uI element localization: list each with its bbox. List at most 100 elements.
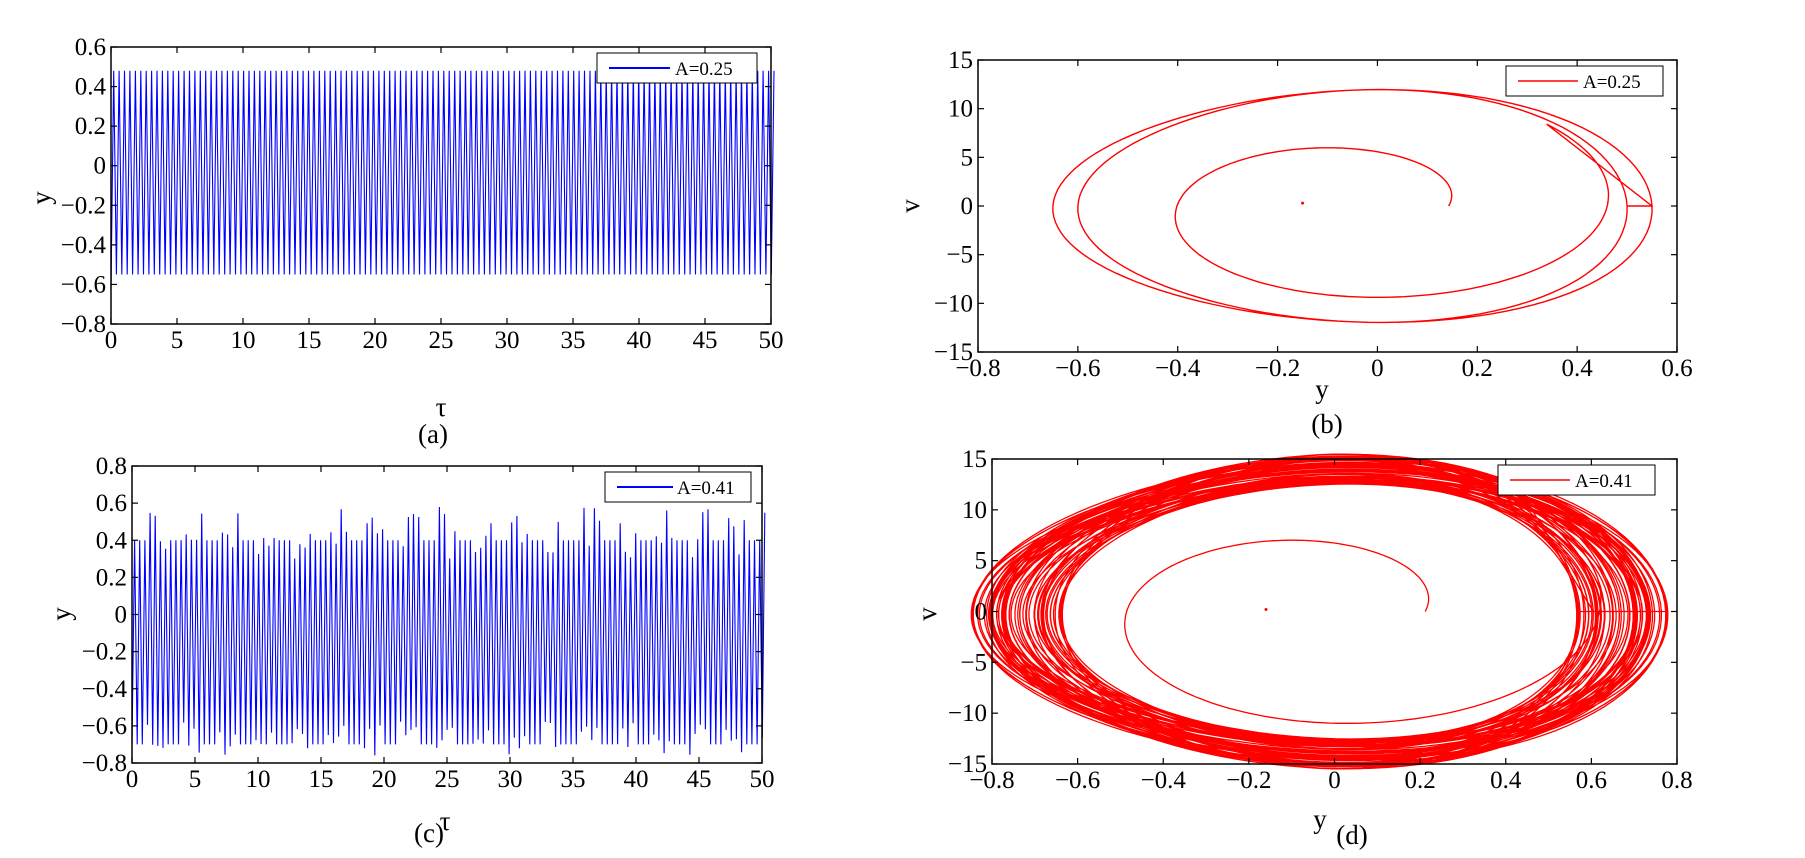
x-tick-label: 45 xyxy=(687,766,712,793)
x-tick-label: −0.6 xyxy=(1055,355,1100,382)
y-tick-label: 15 xyxy=(948,47,973,74)
panel-c-caption: (c) xyxy=(414,818,444,848)
y-tick-label: 0.4 xyxy=(96,527,128,554)
panel-a-y-ticks: −0.8 −0.6 −0.4 −0.2 0 0.2 0.4 0.6 xyxy=(61,34,771,338)
x-tick-label: 35 xyxy=(561,766,586,793)
y-tick-label: −5 xyxy=(946,242,973,269)
x-tick-label: 0.8 xyxy=(1661,767,1692,794)
panel-d-caption: (d) xyxy=(1336,820,1367,850)
panel-a-legend: A=0.25 xyxy=(596,52,758,84)
y-tick-label: −0.4 xyxy=(82,676,128,703)
panel-b-y-ticks: −15 −10 −5 0 5 10 15 xyxy=(934,47,1677,366)
panel-d-legend-label: A=0.41 xyxy=(1575,471,1633,492)
panel-b-phase-portrait: −0.8 −0.6 −0.4 −0.2 0 0.2 0.4 0.6 −15 −10 −5 0 5 10 1… xyxy=(895,47,1693,439)
panel-a-ylabel: y xyxy=(26,191,56,205)
panel-b-axes-box xyxy=(977,59,1678,353)
panel-b-x-ticks: −0.8 −0.6 −0.4 −0.2 0 0.2 0.4 0.6 xyxy=(955,60,1693,382)
panel-c-legend: A=0.41 xyxy=(604,471,752,503)
x-tick-label: −0.6 xyxy=(1055,767,1100,794)
panel-b-legend: A=0.25 xyxy=(1505,65,1664,97)
x-tick-label: −0.8 xyxy=(955,355,1000,382)
x-tick-label: 30 xyxy=(498,766,523,793)
x-tick-label: 0 xyxy=(126,766,139,793)
y-tick-label: 0 xyxy=(961,193,974,220)
x-tick-label: 15 xyxy=(309,766,334,793)
y-tick-label: 0.6 xyxy=(96,490,127,517)
panel-a-series-line xyxy=(110,70,775,289)
y-tick-label: −0.4 xyxy=(61,232,107,259)
y-tick-label: 15 xyxy=(962,446,987,473)
x-tick-label: 10 xyxy=(246,766,271,793)
x-tick-label: 40 xyxy=(624,766,649,793)
y-tick-label: −0.6 xyxy=(61,271,106,298)
x-tick-label: 30 xyxy=(495,327,520,354)
y-tick-label: −10 xyxy=(948,700,987,727)
x-tick-label: −0.4 xyxy=(1155,355,1201,382)
x-tick-label: 0 xyxy=(1328,767,1341,794)
y-tick-label: −0.8 xyxy=(82,750,127,777)
x-tick-label: 0.2 xyxy=(1462,355,1493,382)
y-tick-label: 0 xyxy=(94,153,107,180)
trajectory-A=0.41 xyxy=(970,453,1669,770)
series-line-A=0.41 xyxy=(131,506,766,756)
y-tick-label: 10 xyxy=(948,96,973,123)
y-tick-label: 0.2 xyxy=(75,113,106,140)
x-tick-label: 0.4 xyxy=(1490,767,1522,794)
panel-c-ylabel: y xyxy=(46,607,76,621)
panel-b-caption: (b) xyxy=(1311,409,1342,439)
trajectory-start xyxy=(1264,607,1268,611)
x-tick-label: 25 xyxy=(435,766,460,793)
x-tick-label: 0.6 xyxy=(1661,355,1692,382)
x-tick-label: 25 xyxy=(429,327,454,354)
panel-a-caption: (a) xyxy=(418,419,448,449)
x-tick-label: 50 xyxy=(759,327,784,354)
y-tick-label: −15 xyxy=(948,751,987,778)
y-tick-label: −0.8 xyxy=(61,311,106,338)
panel-d-x-ticks: −0.8 −0.6 −0.4 −0.2 0 0.2 0.4 0.6 0.8 xyxy=(969,459,1693,794)
y-tick-label: 0.2 xyxy=(96,564,127,591)
panel-b-legend-label: A=0.25 xyxy=(1583,72,1641,93)
y-tick-label: 0.4 xyxy=(75,74,107,101)
x-tick-label: 0.6 xyxy=(1576,767,1607,794)
y-tick-label: 5 xyxy=(961,144,974,171)
x-tick-label: 5 xyxy=(171,327,184,354)
y-tick-label: −0.6 xyxy=(82,713,127,740)
panel-d-trajectory xyxy=(970,453,1669,770)
x-tick-label: 35 xyxy=(561,327,586,354)
x-tick-label: −0.2 xyxy=(1226,767,1271,794)
panel-d-phase-portrait: −0.8 −0.6 −0.4 −0.2 0 0.2 0.4 0.6 0.8 −15 −10 −5 0 5… xyxy=(912,446,1693,850)
x-tick-label: −0.8 xyxy=(969,767,1014,794)
x-tick-label: 0 xyxy=(105,327,118,354)
x-tick-label: 45 xyxy=(693,327,718,354)
y-tick-label: 0.6 xyxy=(75,34,106,61)
x-tick-label: 15 xyxy=(297,327,322,354)
y-tick-label: −15 xyxy=(934,339,973,366)
x-tick-label: 40 xyxy=(627,327,652,354)
y-tick-label: −10 xyxy=(934,290,973,317)
series-line-A=0.25 xyxy=(110,70,775,289)
panel-d-y-ticks: −15 −10 −5 0 5 10 15 xyxy=(948,446,1677,778)
x-tick-label: 0.4 xyxy=(1562,355,1594,382)
y-tick-label: 0 xyxy=(975,599,988,626)
y-tick-label: 0.8 xyxy=(96,453,127,480)
y-tick-label: −5 xyxy=(960,649,987,676)
x-tick-label: 0.2 xyxy=(1405,767,1436,794)
y-tick-label: −0.2 xyxy=(82,639,127,666)
y-tick-label: 0 xyxy=(115,602,128,629)
panel-c-xlabel: τ xyxy=(440,806,451,836)
trajectory-A=0.25 xyxy=(1052,88,1653,324)
y-tick-label: −0.2 xyxy=(61,192,106,219)
panel-d-xlabel: y xyxy=(1313,804,1327,834)
x-tick-label: −0.4 xyxy=(1141,767,1187,794)
x-tick-label: 20 xyxy=(372,766,397,793)
panel-b-xlabel: y xyxy=(1315,374,1329,404)
panel-c-y-ticks: −0.8 −0.6 −0.4 −0.2 0 0.2 0.4 0.6 0.8 xyxy=(82,453,762,777)
panel-b-trajectory xyxy=(1052,88,1653,324)
panel-a-xlabel: τ xyxy=(436,392,447,422)
panel-c-time-series: 0 5 10 15 20 25 30 35 40 45 50 −0.8 −0.6 −0.4 −0.2 0 0.… xyxy=(46,453,775,848)
panel-a-time-series: 0 5 10 15 20 25 30 35 40 45 50 −0.8 −0.6 −0.4 −0.2 0 0.… xyxy=(26,34,784,449)
panel-c-legend-label: A=0.41 xyxy=(677,478,735,499)
y-tick-label: 10 xyxy=(962,497,987,524)
x-tick-label: 0 xyxy=(1371,355,1384,382)
panel-c-series-line xyxy=(131,506,766,756)
